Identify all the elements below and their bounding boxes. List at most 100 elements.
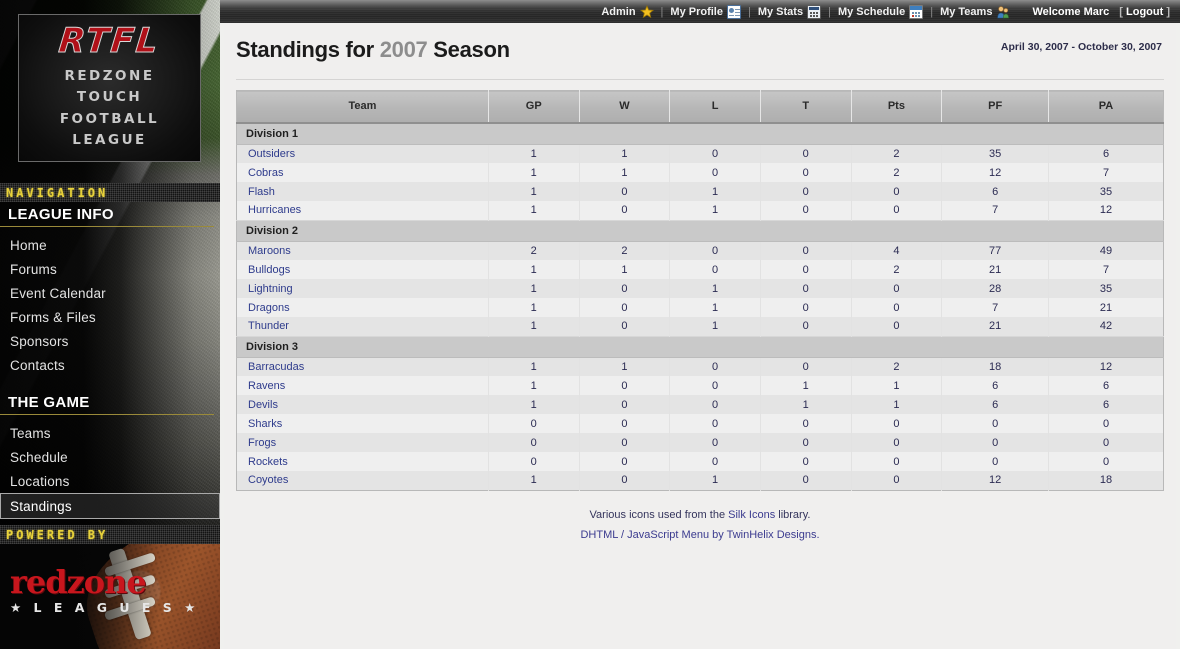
team-link[interactable]: Lightning [248,282,293,295]
sidebar-item-schedule[interactable]: Schedule [10,450,68,465]
team-link[interactable]: Outsiders [248,147,296,160]
table-header-row: Team GP W L T Pts PF PA [236,90,1164,124]
topbar-separator: | [660,5,664,18]
topbar-link-my-teams[interactable]: My Teams [940,5,1010,19]
cell-pf: 28 [941,279,1050,298]
column-header-pf[interactable]: PF [941,90,1050,124]
twinhelix-link[interactable]: DHTML / JavaScript Menu by TwinHelix Des… [580,528,820,541]
team-link[interactable]: Hurricanes [248,204,302,217]
team-link[interactable]: Sharks [248,417,283,430]
team-link[interactable]: Frogs [248,436,277,449]
column-header-pa[interactable]: PA [1048,90,1164,124]
standings-body: Division 1 Outsiders 1 1 0 0 2 35 6 Cobras 1 1 0 0 2 12… [236,122,1164,490]
team-name-cell: Coyotes [236,471,489,490]
table-row: Rockets 0 0 0 0 0 0 0 [236,452,1164,471]
team-link[interactable]: Cobras [248,166,284,179]
cell-t: 0 [760,260,852,279]
cell-pts: 0 [851,279,943,298]
cell-w: 1 [579,163,671,182]
cell-w: 0 [579,317,671,336]
sidebar-item-sponsors[interactable]: Sponsors [10,334,69,349]
column-header-team[interactable]: Team [236,90,489,124]
cell-t: 0 [760,241,852,260]
cell-t: 0 [760,452,852,471]
sidebar-item-locations[interactable]: Locations [10,474,70,489]
team-link[interactable]: Dragons [248,301,290,314]
cell-pts: 0 [851,317,943,336]
cell-l: 0 [669,144,761,163]
cell-gp: 1 [488,260,580,279]
logout-link[interactable]: Logout [1126,5,1164,18]
column-header-l[interactable]: L [669,90,761,124]
sidebar-item-contacts[interactable]: Contacts [10,358,65,373]
sidebar-item-forums[interactable]: Forums [10,262,57,277]
table-row: Maroons 2 2 0 0 4 77 49 [236,241,1164,260]
column-header-w[interactable]: W [579,90,671,124]
cell-gp: 1 [488,471,580,490]
sidebar-item-teams[interactable]: Teams [10,426,51,441]
league-logo-line-4: LEAGUE [72,131,147,148]
silk-icons-link[interactable]: Silk Icons [728,508,776,521]
topbar-link-my-stats[interactable]: My Stats [758,4,822,19]
topbar-link-my-schedule[interactable]: My Schedule [837,4,924,19]
division-header-row: Division 1 [236,122,1164,145]
cell-t: 0 [760,163,852,182]
league-logo[interactable]: RTFL REDZONE TOUCH FOOTBALL LEAGUE [18,14,201,162]
team-link[interactable]: Thunder [248,320,289,333]
cell-pa: 49 [1048,241,1164,260]
cell-l: 0 [669,433,761,452]
topbar-link-admin[interactable]: Admin [601,4,654,19]
column-header-t[interactable]: T [760,90,852,124]
cell-pf: 7 [941,201,1050,220]
table-row: Bulldogs 1 1 0 0 2 21 7 [236,260,1164,279]
cell-l: 0 [669,376,761,395]
team-link[interactable]: Devils [248,398,278,411]
division-label: Division 2 [236,219,1164,242]
topbar-link-my-profile[interactable]: My Profile [670,4,741,19]
sidebar-item-event-calendar[interactable]: Event Calendar [10,286,106,301]
cell-pf: 18 [941,357,1050,376]
header-divider [236,79,1164,80]
topbar-my-profile-label: My Profile [670,5,723,18]
sidebar-item-home[interactable]: Home [10,238,47,253]
cell-pts: 0 [851,471,943,490]
cell-gp: 1 [488,376,580,395]
cell-pts: 4 [851,241,943,260]
cell-l: 0 [669,452,761,471]
cell-pa: 6 [1048,395,1164,414]
cell-gp: 0 [488,433,580,452]
powered-by-panel: redzone ★ L E A G U E S ★ [0,544,220,649]
cell-pts: 2 [851,260,943,279]
team-link[interactable]: Rockets [248,455,288,468]
team-link[interactable]: Maroons [248,244,291,257]
team-name-cell: Lightning [236,279,489,298]
redzone-leagues-logo[interactable]: redzone ★ L E A G U E S ★ [10,566,199,615]
cell-pf: 6 [941,395,1050,414]
team-name-cell: Barracudas [236,357,489,376]
cell-pf: 21 [941,317,1050,336]
table-row: Frogs 0 0 0 0 0 0 0 [236,433,1164,452]
cell-pf: 77 [941,241,1050,260]
table-row: Dragons 1 0 1 0 0 7 21 [236,298,1164,317]
division-header-row: Division 3 [236,335,1164,358]
powered-by-darken-overlay [0,544,220,649]
team-link[interactable]: Bulldogs [248,263,291,276]
cell-pts: 0 [851,452,943,471]
logout-bracket-close: ] [1166,5,1170,18]
team-link[interactable]: Flash [248,185,275,198]
navigation-led-banner: NAVIGATION [0,183,220,202]
cell-pts: 2 [851,144,943,163]
sidebar-item-forms-and-files[interactable]: Forms & Files [10,310,96,325]
team-link[interactable]: Barracudas [248,360,305,373]
cell-t: 0 [760,144,852,163]
sidebar-item-standings[interactable]: Standings [0,493,220,519]
team-link[interactable]: Ravens [248,379,286,392]
cell-w: 0 [579,279,671,298]
footer-notes: Various icons used from the Silk Icons l… [236,505,1164,545]
column-header-gp[interactable]: GP [488,90,580,124]
cell-l: 0 [669,357,761,376]
column-header-pts[interactable]: Pts [851,90,943,124]
topbar-my-schedule-label: My Schedule [837,5,906,18]
team-link[interactable]: Coyotes [248,474,289,487]
logout-bracket-open: [ [1119,5,1123,18]
